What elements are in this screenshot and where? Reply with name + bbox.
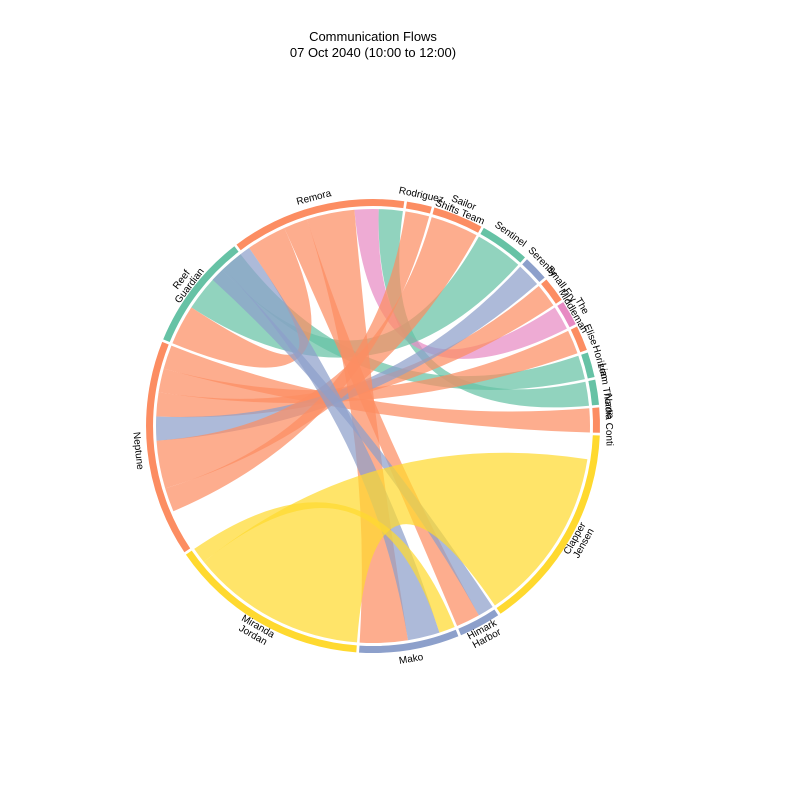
arc-himark-harbor <box>458 609 499 636</box>
arc-nadia-conti <box>592 407 600 433</box>
arc-layer <box>146 199 600 654</box>
ribbon-rodriguez-to-neptune <box>165 211 430 512</box>
arc-rodriguez <box>405 201 432 214</box>
arc-liam-thorne <box>588 379 599 406</box>
ribbon-layer <box>155 209 591 644</box>
arc-remora <box>236 199 405 251</box>
label-serenity: Serenity <box>525 245 558 279</box>
label-mako: Mako <box>398 652 424 667</box>
label-rodriguez: Rodriguez <box>398 185 445 205</box>
ribbon-serenity-to-neptune <box>155 266 538 441</box>
chart-subtitle: 07 Oct 2040 (10:00 to 12:00) <box>289 45 457 60</box>
chart-title: Communication Flows <box>309 29 437 44</box>
label-neptune: Neptune <box>130 431 145 470</box>
arc-horizon <box>581 352 595 379</box>
arc-sentinel <box>480 227 525 263</box>
arc-the-middleman <box>557 302 576 328</box>
ribbon-the-middleman-to-remora <box>354 209 567 359</box>
arc-small-fry <box>541 279 562 304</box>
ribbon-mako-to-remora <box>224 247 440 641</box>
arc-elise <box>570 326 587 353</box>
ribbon-liam-thorne-to-remora <box>378 209 589 408</box>
ribbon-himark-harbor-to-remora <box>212 268 493 616</box>
label-himark-harbor: HimarkHarbor <box>466 617 505 651</box>
arc-mako <box>359 629 459 654</box>
arc-sailor-shifts-team <box>432 207 482 233</box>
ribbon-sailor-shifts-team-to-neptune <box>156 217 477 489</box>
label-clapper-jensen: ClapperJensen <box>562 520 598 561</box>
ribbon-miranda-jordan-to-mako <box>194 502 455 633</box>
label-nadia-conti: Nadia Conti <box>602 394 614 447</box>
ribbon-remora-to-reef-guardian <box>172 228 312 368</box>
chart-title-block: Communication Flows 07 Oct 2040 (10:00 t… <box>0 29 746 61</box>
arc-reef-guardian <box>163 246 239 342</box>
label-miranda-jordan: MirandaJordan <box>234 613 276 649</box>
arc-serenity <box>522 259 545 282</box>
ribbon-clapper-jensen-to-miranda-jordan <box>203 452 588 643</box>
arc-neptune <box>146 341 191 553</box>
label-sentinel: Sentinel <box>492 220 528 250</box>
